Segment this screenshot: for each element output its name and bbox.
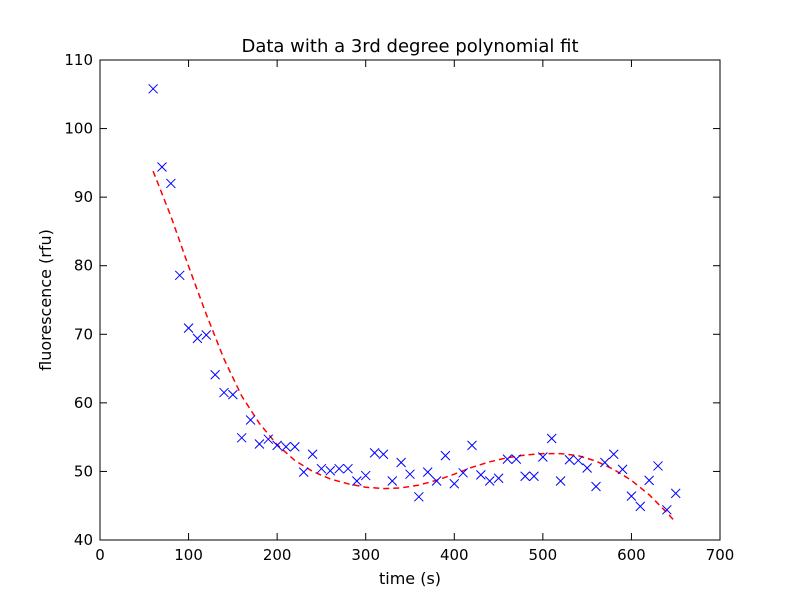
x-tick-label: 400 [440,546,469,564]
data-point [192,333,203,344]
y-tick-label: 90 [74,188,93,206]
data-point [369,448,380,458]
data-point [219,387,229,398]
data-point [254,439,265,449]
data-point [148,83,158,94]
data-point [662,504,672,515]
data-point [166,178,176,189]
data-point [546,433,557,444]
x-tick-label: 200 [263,546,292,564]
data-point [564,454,575,465]
data-point [236,432,247,443]
y-tick-label: 70 [74,325,93,343]
data-point [352,476,362,486]
x-tick-label: 500 [529,546,558,564]
data-point [210,369,220,380]
data-point [467,440,477,451]
data-point [635,501,646,512]
axes-frame [99,59,721,541]
data-point [316,463,327,474]
data-point [298,467,309,477]
data-point [414,491,424,502]
data-point [582,463,592,473]
data-point [396,457,406,468]
data-point [343,463,353,474]
data-point [670,488,681,499]
x-tick-label: 300 [351,546,380,564]
plot-area [148,83,681,523]
chart-title: Data with a 3rd degree polynomial fit [241,36,578,57]
data-point [626,491,637,501]
data-point [334,463,344,474]
data-point [458,467,468,478]
data-point [307,449,318,460]
y-tick-label: 100 [64,120,93,138]
data-point [422,467,433,477]
x-tick-label: 700 [706,546,735,564]
data-point [555,476,566,486]
x-tick-label: 600 [617,546,646,564]
data-point [360,470,371,481]
data-point [644,475,654,486]
data-point [476,470,486,480]
data-point [281,441,291,452]
data-point [183,323,194,333]
data-point [520,471,530,482]
y-tick-label: 80 [74,257,93,275]
x-axis-label: time (s) [379,569,441,588]
x-tick-label: 100 [174,546,203,564]
data-point [290,441,300,452]
data-point [502,454,513,464]
data-point [440,450,451,461]
data-point [573,455,584,466]
y-tick-label: 60 [74,394,93,412]
data-point [431,476,442,486]
y-tick-label: 110 [64,51,93,69]
data-point [493,473,504,484]
data-point [272,440,282,451]
x-tick-label: 0 [95,546,105,564]
y-tick-label: 40 [74,531,93,549]
data-point [529,471,539,482]
data-point [325,465,336,476]
data-point [600,457,610,468]
data-point [653,461,663,471]
data-point [201,330,212,340]
data-point [378,449,389,460]
data-point [617,464,628,475]
axis-ticks: 0 100 200 300 400 500 600 700 40 50 60 70 80 90 100 110 [64,51,734,564]
data-point [245,415,256,425]
data-point [591,481,601,492]
fit-line [152,170,677,523]
data-point [387,476,398,486]
data-point [538,452,548,462]
y-axis-label: fluorescence (rfu) [36,229,55,371]
data-point [405,469,415,480]
data-point [263,434,274,445]
data-point [449,478,460,489]
data-point [511,454,522,464]
data-point [174,270,185,281]
data-point [484,476,495,486]
data-point [157,162,167,172]
y-tick-label: 50 [74,462,93,480]
data-point [228,389,238,400]
data-point [608,449,619,460]
